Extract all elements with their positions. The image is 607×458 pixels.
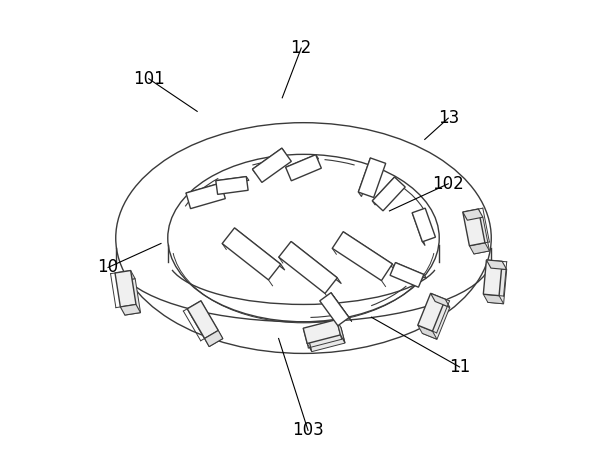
Polygon shape <box>279 241 337 294</box>
Polygon shape <box>412 213 425 245</box>
Polygon shape <box>463 209 483 220</box>
Polygon shape <box>488 268 507 304</box>
Polygon shape <box>304 320 341 344</box>
Polygon shape <box>234 228 285 270</box>
Polygon shape <box>332 232 392 281</box>
Text: 12: 12 <box>291 39 312 57</box>
Polygon shape <box>418 293 446 331</box>
Polygon shape <box>469 243 489 254</box>
Polygon shape <box>395 262 427 278</box>
Text: 10: 10 <box>98 258 118 277</box>
Polygon shape <box>331 293 352 322</box>
Polygon shape <box>186 183 224 197</box>
Polygon shape <box>430 293 450 307</box>
Polygon shape <box>418 325 437 339</box>
Text: 103: 103 <box>292 421 324 439</box>
Polygon shape <box>336 320 345 343</box>
Polygon shape <box>192 309 223 347</box>
Polygon shape <box>205 331 223 347</box>
Polygon shape <box>358 158 385 197</box>
Polygon shape <box>483 260 502 296</box>
Text: 102: 102 <box>432 175 464 193</box>
Polygon shape <box>320 293 349 326</box>
Polygon shape <box>390 262 424 287</box>
Polygon shape <box>186 183 225 209</box>
Text: 101: 101 <box>133 70 164 88</box>
Polygon shape <box>222 228 281 280</box>
Polygon shape <box>412 208 435 242</box>
Polygon shape <box>120 278 141 315</box>
Polygon shape <box>188 301 219 338</box>
Polygon shape <box>308 328 345 352</box>
Polygon shape <box>253 148 291 182</box>
Polygon shape <box>115 271 136 307</box>
Polygon shape <box>216 177 248 194</box>
Polygon shape <box>463 209 485 246</box>
Polygon shape <box>253 148 285 174</box>
Polygon shape <box>286 155 319 171</box>
Polygon shape <box>286 155 321 181</box>
Polygon shape <box>188 301 205 317</box>
Polygon shape <box>372 177 398 205</box>
Polygon shape <box>216 177 249 185</box>
Text: 11: 11 <box>449 358 470 376</box>
Polygon shape <box>291 241 341 284</box>
Polygon shape <box>120 305 141 315</box>
Polygon shape <box>467 217 489 254</box>
Polygon shape <box>422 301 450 339</box>
Text: 13: 13 <box>438 109 459 127</box>
Polygon shape <box>483 294 504 304</box>
Polygon shape <box>358 158 373 196</box>
Polygon shape <box>486 260 507 270</box>
Polygon shape <box>343 232 396 270</box>
Polygon shape <box>115 271 135 281</box>
Polygon shape <box>372 177 405 211</box>
Polygon shape <box>304 328 312 352</box>
